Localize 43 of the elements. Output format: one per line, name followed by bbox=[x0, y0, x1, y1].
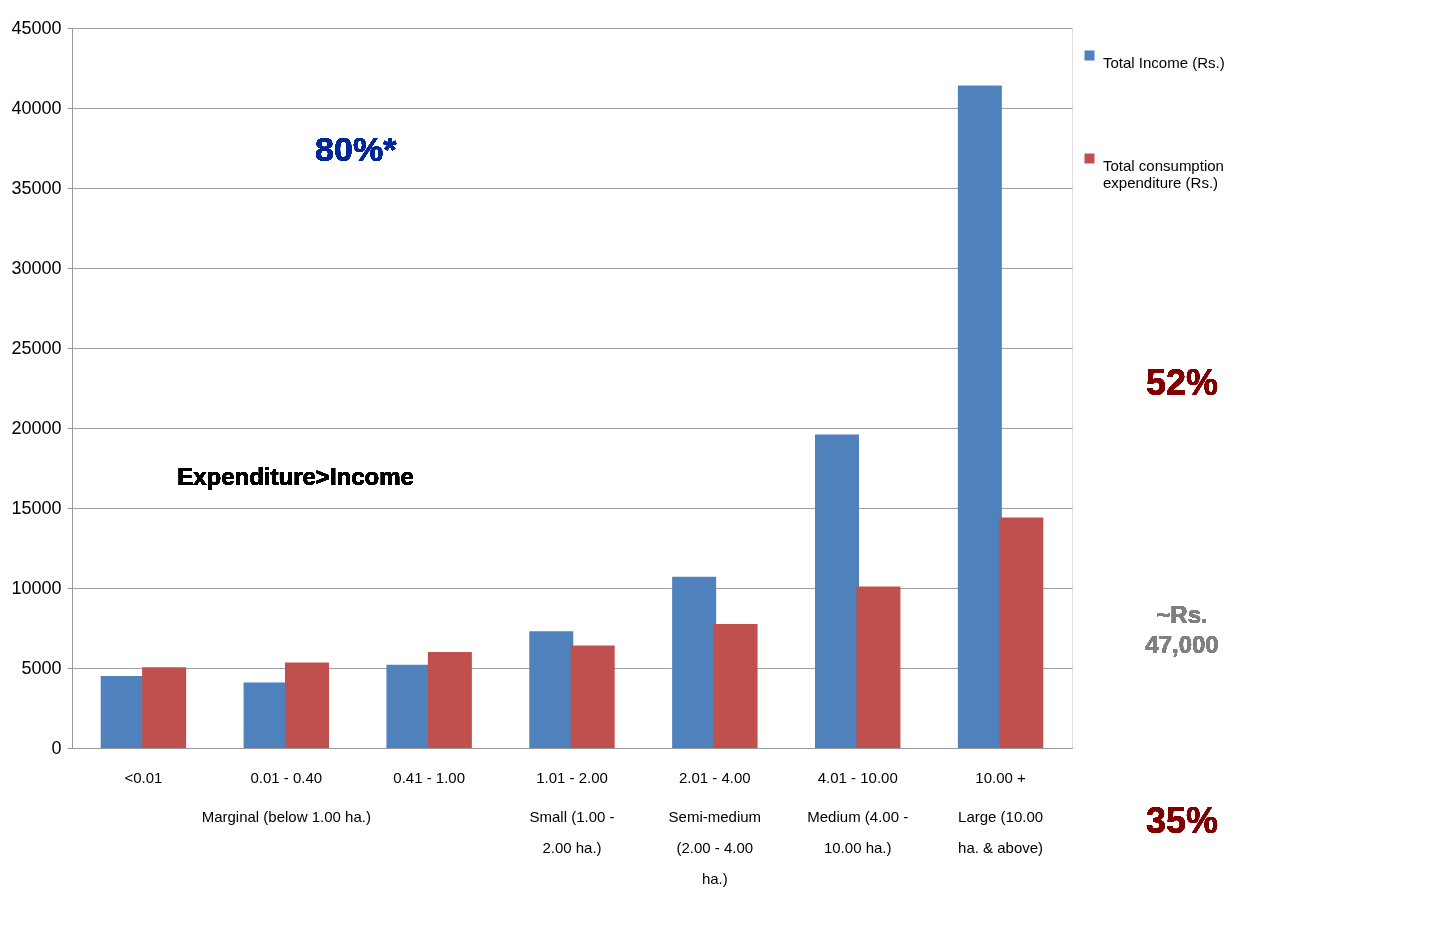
text: 35% bbox=[1145, 800, 1219, 842]
y-tick-label: 45000 bbox=[11, 17, 62, 38]
legend-label: Total Income (Rs.) bbox=[1103, 53, 1225, 71]
bar bbox=[100, 676, 145, 748]
x-tick-label: 10.00 + bbox=[975, 768, 1027, 786]
bar bbox=[999, 517, 1044, 748]
legend-label: Total consumption expenditure (Rs.) bbox=[1103, 156, 1224, 191]
x-tick-label: 0.01 - 0.40 bbox=[250, 768, 323, 786]
y-tick-label: 10000 bbox=[11, 577, 62, 598]
bar bbox=[672, 576, 717, 748]
x-tick-label: 1.01 - 2.00 bbox=[536, 768, 608, 786]
x-tick-label: 0.41 - 1.00 bbox=[393, 768, 465, 786]
y-tick-label: 0 bbox=[51, 737, 62, 758]
bar bbox=[957, 85, 1002, 748]
y-tick-label: 40000 bbox=[11, 97, 62, 118]
bar bbox=[856, 586, 901, 748]
annotation: Expenditure>Income bbox=[177, 463, 414, 491]
bar bbox=[285, 662, 329, 748]
bar bbox=[529, 631, 574, 748]
bar bbox=[243, 682, 288, 748]
y-tick-label: 15000 bbox=[11, 497, 62, 518]
bar bbox=[570, 645, 615, 748]
text: Marginal (below 1.00 ha.) bbox=[201, 808, 371, 825]
x-tick-label: 2.01 - 4.00 bbox=[679, 768, 751, 786]
bar bbox=[142, 667, 187, 748]
bar bbox=[713, 624, 758, 748]
y-tick-label: 5000 bbox=[21, 657, 62, 678]
x-tick-label: <0.01 bbox=[124, 768, 163, 786]
text: Medium (4.00 - 10.00 ha.) bbox=[807, 808, 909, 856]
annotation: 80%* bbox=[315, 130, 398, 169]
bar bbox=[386, 664, 431, 748]
y-tick-label: 20000 bbox=[11, 417, 62, 438]
y-tick-label: 25000 bbox=[11, 337, 62, 358]
text: Small (1.00 - 2.00 ha.) bbox=[529, 808, 615, 856]
bar bbox=[427, 652, 472, 748]
text: Large (10.00 ha. & above) bbox=[958, 808, 1044, 856]
x-tick-label: 4.01 - 10.00 bbox=[817, 768, 898, 786]
bar bbox=[815, 434, 859, 748]
y-tick-label: 35000 bbox=[11, 177, 62, 198]
text: Semi-medium (2.00 - 4.00 ha.) bbox=[668, 808, 762, 887]
y-tick-label: 30000 bbox=[11, 257, 62, 278]
text: ~Rs. 47,000 bbox=[1145, 601, 1219, 659]
text: 52% bbox=[1145, 362, 1219, 404]
